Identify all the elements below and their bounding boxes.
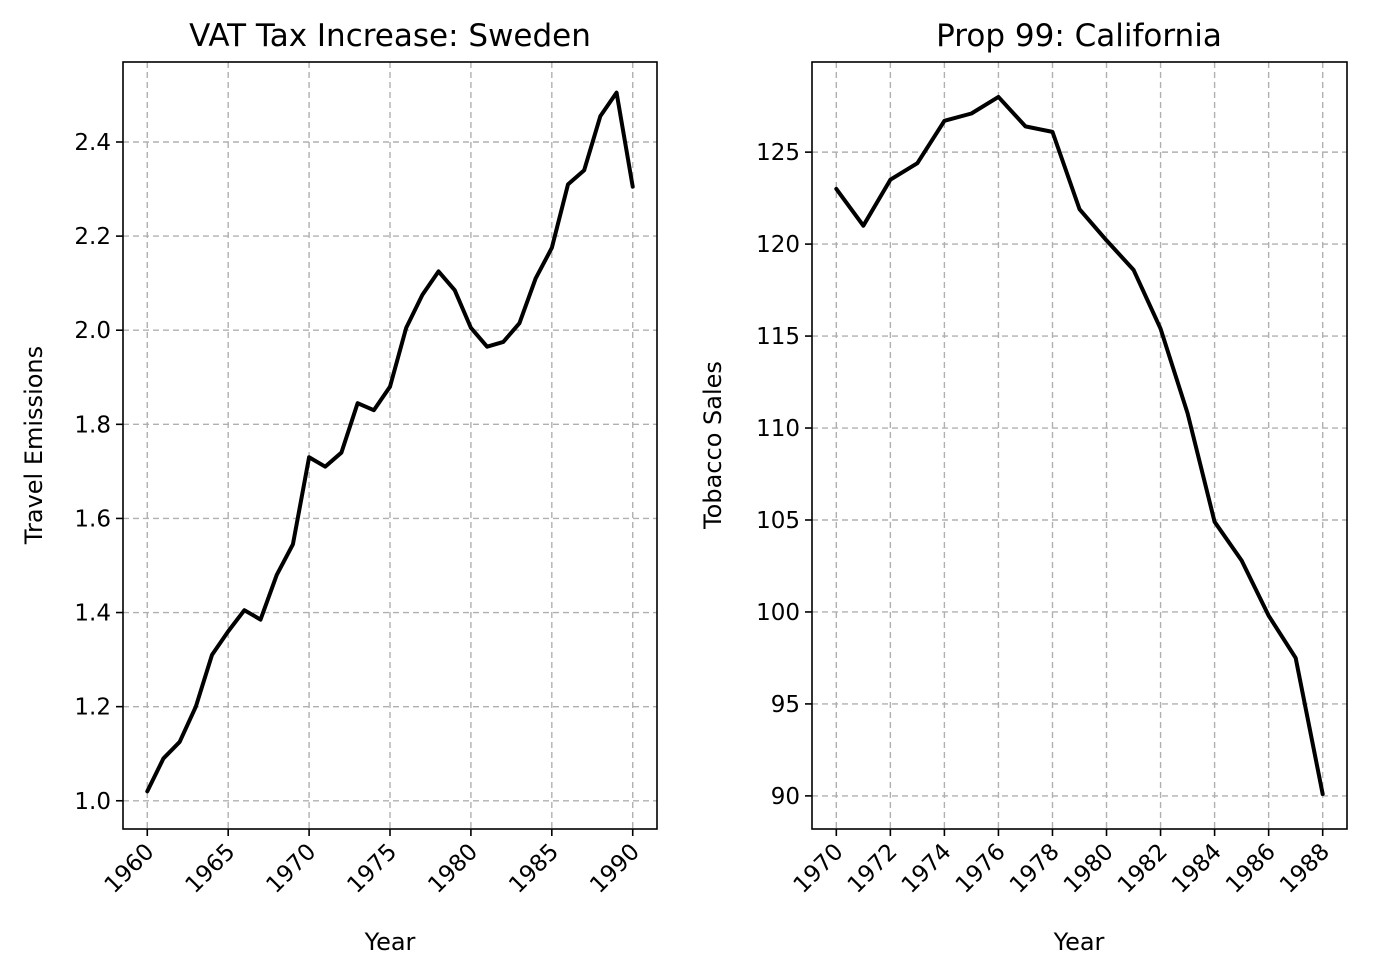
california-y-tick-label: 90 (771, 784, 800, 810)
sweden-series-line (145, 90, 635, 794)
california-y-tick-label: 105 (756, 508, 800, 534)
california-y-tick-label: 125 (756, 140, 800, 166)
california-y-tick-label: 120 (756, 232, 800, 258)
sweden-x-axis-label: Year (364, 928, 416, 956)
sweden-y-tick-label: 1.0 (74, 789, 111, 815)
sweden-chart-title: VAT Tax Increase: Sweden (189, 18, 591, 54)
sweden-y-tick-label: 2.0 (74, 318, 111, 344)
sweden-y-tick-label: 1.4 (74, 601, 111, 627)
california-series-line (834, 94, 1325, 797)
sweden-y-axis-label: Travel Emissions (20, 346, 48, 545)
california-y-tick-label: 95 (771, 692, 800, 718)
california-x-axis-label: Year (1053, 928, 1105, 956)
california-y-tick-label: 100 (756, 600, 800, 626)
california-y-axis-label: Tobacco Sales (699, 361, 727, 530)
california-y-tick-label: 115 (756, 324, 800, 350)
sweden-y-tick-label: 2.4 (74, 130, 111, 156)
sweden-y-tick-label: 1.8 (74, 412, 111, 438)
california-y-tick-label: 110 (756, 416, 800, 442)
california-chart-title: Prop 99: California (936, 18, 1222, 54)
california-axes-frame (811, 61, 1348, 830)
sweden-y-tick-label: 1.2 (74, 695, 111, 721)
sweden-y-tick-label: 2.2 (74, 224, 111, 250)
sweden-y-tick-label: 1.6 (74, 506, 111, 532)
